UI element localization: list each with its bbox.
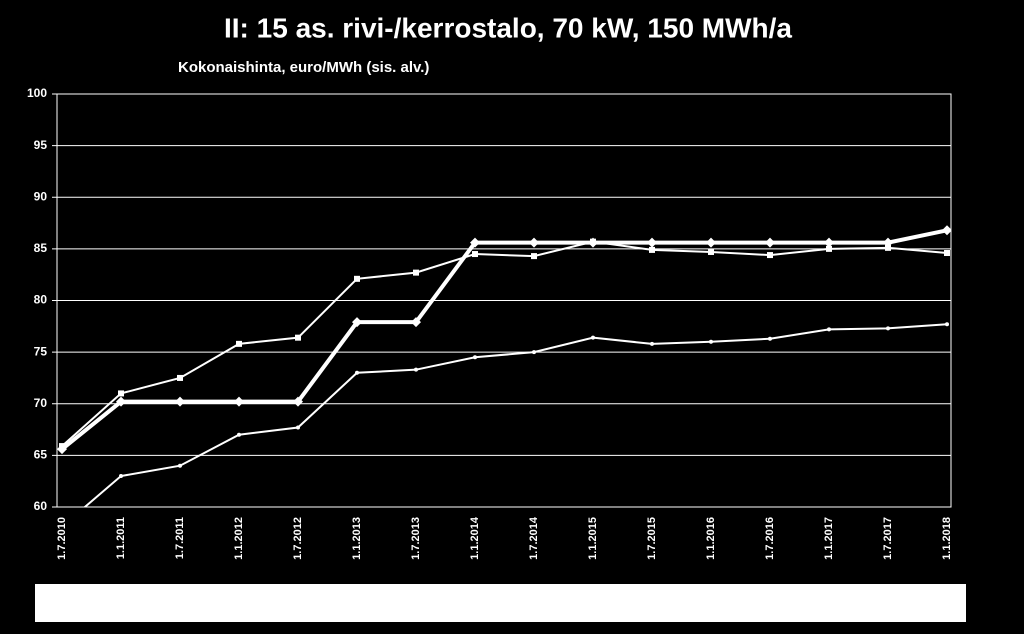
marker — [234, 396, 244, 407]
x-tick-label: 1.7.2010 — [56, 517, 68, 560]
marker — [414, 367, 418, 372]
marker — [178, 463, 182, 468]
series-line — [83, 323, 948, 507]
marker — [119, 474, 123, 479]
marker — [355, 370, 359, 375]
marker — [411, 317, 421, 328]
marker — [296, 425, 300, 430]
y-tick-label: 65 — [34, 448, 48, 462]
marker — [767, 252, 773, 259]
marker — [885, 244, 891, 251]
series-line — [61, 240, 948, 447]
marker — [352, 317, 362, 328]
chart-title: II: 15 as. rivi-/kerrostalo, 70 kW, 150 … — [224, 12, 792, 43]
marker — [118, 390, 124, 397]
marker — [591, 335, 595, 340]
marker — [827, 327, 831, 332]
marker — [295, 334, 301, 341]
x-tick-label: 1.7.2012 — [292, 517, 304, 560]
marker — [647, 237, 657, 248]
y-tick-label: 85 — [34, 241, 48, 255]
chart-subtitle: Kokonaishinta, euro/MWh (sis. alv.) — [178, 59, 429, 76]
marker — [237, 432, 241, 437]
marker — [177, 374, 183, 381]
y-tick-label: 70 — [34, 396, 48, 410]
marker — [944, 250, 950, 257]
y-tick-label: 90 — [34, 189, 48, 203]
series-line — [60, 228, 948, 451]
x-tick-label: 1.7.2015 — [646, 517, 658, 560]
marker — [175, 396, 185, 407]
marker — [765, 237, 775, 248]
marker — [354, 275, 360, 282]
x-tick-label: 1.7.2017 — [882, 517, 894, 560]
marker — [59, 443, 65, 450]
x-tick-label: 1.1.2012 — [233, 517, 245, 560]
y-tick-label: 75 — [34, 344, 48, 358]
x-tick-label: 1.1.2016 — [705, 517, 717, 560]
x-tick-label: 1.1.2018 — [941, 517, 953, 560]
marker — [650, 341, 654, 346]
marker — [413, 269, 419, 276]
x-tick-label: 1.7.2013 — [410, 517, 422, 560]
marker — [473, 355, 477, 360]
x-tick-label: 1.7.2016 — [764, 517, 776, 560]
x-tick-label: 1.1.2014 — [469, 516, 481, 560]
x-tick-label: 1.7.2014 — [528, 516, 540, 560]
legend-box — [35, 584, 966, 622]
plot-area — [57, 225, 951, 507]
marker — [472, 251, 478, 258]
marker — [706, 237, 716, 248]
y-tick-label: 60 — [34, 499, 48, 513]
x-tick-label: 1.1.2015 — [587, 517, 599, 560]
marker — [236, 340, 242, 347]
x-tick-label: 1.1.2017 — [823, 517, 835, 560]
marker — [649, 246, 655, 253]
marker — [708, 248, 714, 255]
marker — [529, 237, 539, 248]
marker — [886, 326, 890, 331]
marker — [470, 237, 480, 248]
marker — [824, 237, 834, 248]
marker — [531, 253, 537, 260]
marker — [590, 238, 596, 245]
y-tick-label: 100 — [27, 86, 47, 100]
x-tick-label: 1.1.2013 — [351, 517, 363, 560]
x-tick-label: 1.7.2011 — [174, 517, 186, 559]
marker — [768, 336, 772, 341]
marker — [945, 322, 949, 327]
y-tick-label: 95 — [34, 138, 48, 152]
y-tick-label: 80 — [34, 293, 48, 307]
x-tick-label: 1.1.2011 — [115, 517, 127, 559]
marker — [942, 225, 951, 236]
marker — [709, 339, 713, 344]
